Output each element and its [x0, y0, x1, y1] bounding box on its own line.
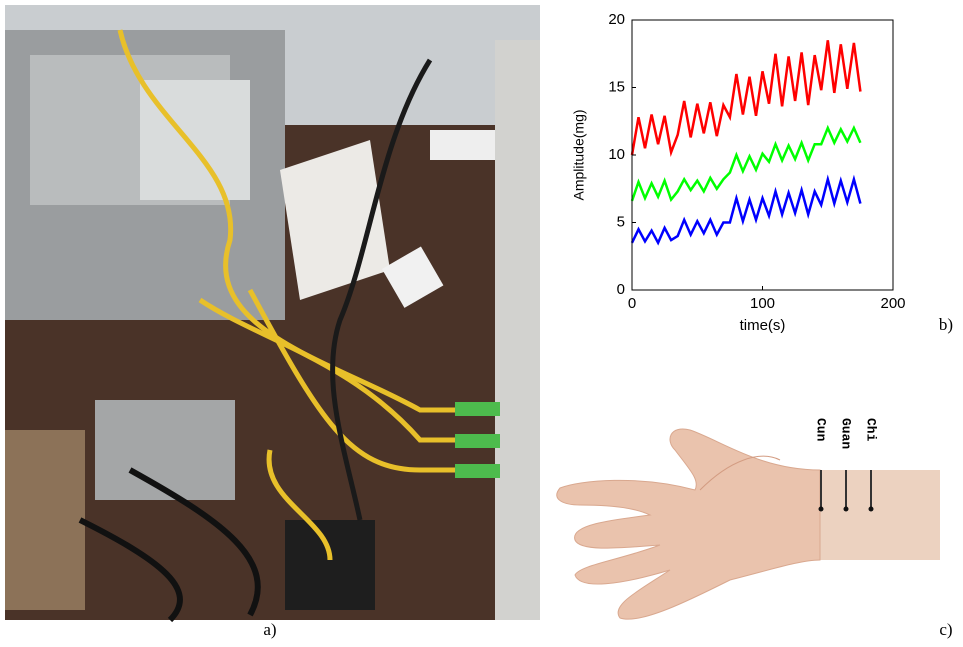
y-tick-label: 5 — [617, 213, 625, 230]
y-tick-label: 20 — [608, 11, 625, 28]
point-dot — [819, 507, 824, 512]
x-axis-label: time(s) — [740, 317, 786, 334]
point-dot — [869, 507, 874, 512]
y-tick-label: 15 — [608, 78, 625, 95]
data-line — [632, 40, 860, 155]
panel-label: c) — [939, 620, 952, 639]
point-dot — [844, 507, 849, 512]
y-axis-label: Amplitude(mg) — [571, 109, 587, 200]
point-label: Guan — [839, 418, 854, 449]
point-label: Cun — [814, 418, 829, 442]
figure: a) 051015200100200time(s)Amplitude(mg) b… — [0, 0, 963, 642]
y-tick-label: 10 — [608, 146, 625, 163]
panel-label: b) — [939, 315, 953, 334]
panel-label: a) — [263, 620, 276, 639]
photo — [5, 5, 540, 620]
x-tick-label: 100 — [750, 295, 775, 312]
y-tick-label: 0 — [617, 281, 625, 298]
point-label: Chi — [864, 418, 879, 442]
hand — [557, 429, 940, 619]
x-tick-label: 200 — [880, 295, 905, 312]
x-tick-label: 0 — [628, 295, 636, 312]
